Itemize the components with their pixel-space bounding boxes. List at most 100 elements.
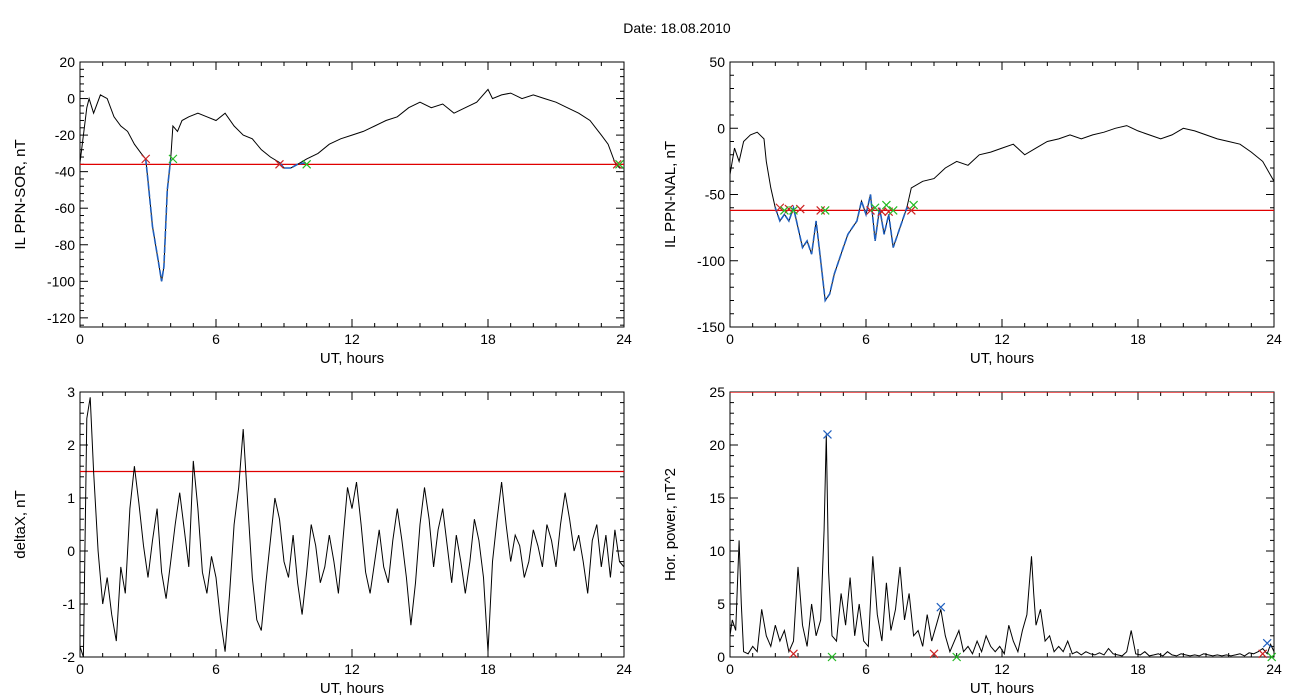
y-tick-label: 3 [67,384,75,400]
series-line-hor-power [730,434,1274,657]
end-marker [888,205,898,215]
end-marker [789,205,798,215]
x-tick-label: 0 [726,331,734,347]
x-tick-label: 6 [862,331,870,347]
end-marker [909,200,919,210]
x-tick-label: 24 [616,331,632,347]
y-tick-label: 0 [717,649,725,665]
y-tick-label: -60 [55,200,75,216]
event-segment-ppn-sor [278,161,307,169]
start-marker [1258,649,1268,659]
x-axis-label: UT, hours [970,680,1034,697]
y-axis-label: deltaX, nT [12,490,29,558]
series-line-ppn-sor [80,88,624,282]
start-marker [612,159,622,169]
y-tick-label: 0 [717,120,725,136]
y-tick-label: 1 [67,490,75,506]
y-tick-label: -40 [55,164,75,180]
x-tick-label: 18 [1130,331,1146,347]
x-tick-label: 0 [726,661,734,677]
plot-deltax: 0 6 12 18 24 3 2 1 0 -1 -2 UT, hours deltaX, nT [12,384,632,697]
x-axis-label: UT, hours [320,680,384,697]
start-marker [795,204,805,214]
plot-ppn-sor: 0 6 12 18 24 20 0 -20 -40 -60 -80 -100 -120 UT, hours… [12,54,632,367]
x-axis-label: UT, hours [970,350,1034,367]
y-axis-label: Hor. power, nT^2 [662,468,679,581]
event-segment-ppn-nal [774,194,912,303]
y-tick-label: -80 [55,237,75,253]
plot-data-area [80,88,624,282]
x-tick-label: 24 [616,661,632,677]
start-marker [877,207,887,217]
plot-frame [79,391,625,658]
start-marker [275,159,284,169]
event-segment-ppn-sor [144,158,172,282]
end-marker [827,652,837,662]
x-tick-label: 18 [480,331,496,347]
plot-data-area [730,125,1274,303]
x-axis-label: UT, hours [320,350,384,367]
peak-marker [936,602,946,612]
y-tick-label: -2 [63,649,76,665]
end-marker [1267,652,1277,662]
y-tick-label: -120 [47,310,75,326]
plot-hor-power: 0 6 12 18 24 25 20 15 10 5 0 UT, hours Hor. power, n… [662,384,1282,697]
x-tick-label: 12 [344,661,360,677]
start-marker [929,649,939,659]
y-tick-label: 50 [709,54,725,70]
x-tick-label: 18 [480,661,496,677]
plot-data-area [80,397,624,657]
start-marker [906,205,916,215]
plot-ppn-nal: 0 6 12 18 24 50 0 -50 -100 -150 UT, hours IL PPN-NA… [662,54,1282,367]
x-tick-label: 12 [344,331,360,347]
end-marker [302,159,312,169]
end-marker [615,159,624,169]
end-marker [881,200,891,210]
y-tick-label: 0 [67,543,75,559]
x-tick-label: 12 [994,661,1010,677]
y-tick-label: -100 [47,273,75,289]
y-axis-label: IL PPN-SOR, nT [12,139,29,249]
end-marker [779,205,789,215]
plot-frame [79,61,625,328]
y-tick-label: -100 [697,253,725,269]
y-tick-label: -1 [63,596,76,612]
x-tick-label: 18 [1130,661,1146,677]
end-marker [870,203,880,213]
y-tick-label: -50 [705,187,725,203]
y-tick-label: 5 [717,596,725,612]
y-tick-label: 25 [709,384,725,400]
y-tick-label: 0 [67,91,75,107]
y-tick-label: -150 [697,319,725,335]
start-marker [141,154,151,164]
x-tick-label: 24 [1266,331,1282,347]
date-label: Date: 18.08.2010 [623,20,731,36]
x-tick-label: 6 [862,661,870,677]
peak-marker [1262,638,1272,648]
end-marker [168,154,178,164]
y-tick-label: 15 [709,490,725,506]
end-marker [820,205,830,215]
y-tick-label: 2 [67,437,75,453]
plot-frame [729,391,1275,658]
y-tick-label: 20 [709,437,725,453]
y-axis-label: IL PPN-NAL, nT [662,141,679,248]
y-tick-label: 20 [59,54,75,70]
x-tick-label: 6 [212,661,220,677]
x-tick-label: 0 [76,661,84,677]
y-tick-label: -20 [55,127,75,143]
plot-frame [729,61,1275,328]
start-marker [775,203,785,213]
end-marker [952,652,962,662]
x-tick-label: 0 [76,331,84,347]
series-line-ppn-nal [730,125,1274,302]
series-line-deltax [80,397,624,657]
peak-marker [823,429,832,439]
start-marker [866,205,875,215]
plot-data-area [730,392,1274,657]
x-tick-label: 24 [1266,661,1282,677]
y-tick-label: 10 [709,543,725,559]
x-tick-label: 6 [212,331,220,347]
x-tick-label: 12 [994,331,1010,347]
